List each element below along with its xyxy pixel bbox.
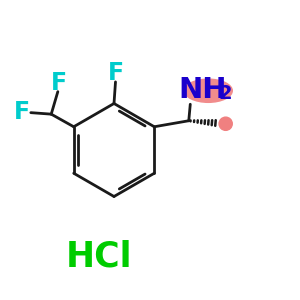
Ellipse shape [184, 78, 233, 103]
Text: F: F [51, 70, 67, 94]
Circle shape [219, 117, 232, 130]
Text: F: F [14, 100, 30, 124]
Text: F: F [107, 61, 124, 85]
Text: NH: NH [178, 76, 227, 104]
Text: 2: 2 [219, 84, 232, 103]
Text: HCl: HCl [66, 239, 132, 274]
